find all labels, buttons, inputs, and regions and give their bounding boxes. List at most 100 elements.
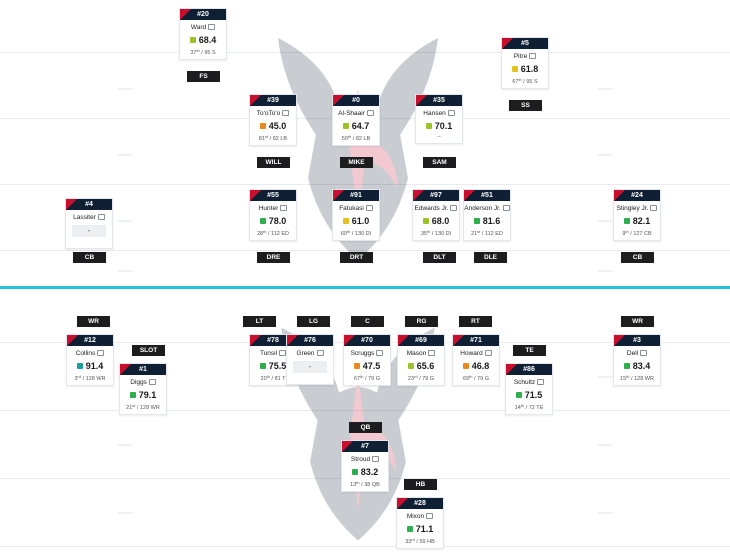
player-notes-icon[interactable] [366, 110, 374, 117]
rank-suffix: rd [77, 374, 82, 379]
player-name[interactable]: To'oTo'o [256, 110, 281, 117]
player-card[interactable]: #4 Lassiter - [65, 198, 113, 249]
player-name[interactable]: Stroud [350, 456, 371, 463]
player-notes-icon[interactable] [650, 205, 658, 212]
team-flag-icon [464, 190, 475, 201]
yard-line [0, 184, 730, 185]
player-notes-icon[interactable] [428, 350, 436, 357]
player-notes-icon[interactable] [529, 53, 537, 60]
player-card[interactable]: #51 Anderson Jr. 81.6 21st / 112 ED [463, 189, 511, 241]
player-card[interactable]: #1 Diggs 79.1 21st / 128 WR [119, 363, 167, 415]
player-name[interactable]: Ward [190, 24, 207, 31]
rank-of: / 95 S [199, 50, 216, 56]
player-name[interactable]: Scruggs [350, 350, 375, 357]
player-notes-icon[interactable] [97, 350, 105, 357]
player-notes-icon[interactable] [450, 205, 458, 212]
player-name[interactable]: Fatukasi [339, 205, 364, 212]
player-card[interactable]: #86 Schultz 71.5 14th / 72 TE [505, 363, 553, 415]
rank-suffix: st [477, 229, 481, 234]
player-card[interactable]: #71 Howard 46.8 69th / 79 G [452, 334, 500, 386]
player-notes-icon[interactable] [316, 350, 324, 357]
player-name[interactable]: Lassiter [73, 214, 96, 221]
player-notes-icon[interactable] [282, 110, 290, 117]
rank-of: / 38 QB [359, 482, 380, 488]
player-card[interactable]: #7 Stroud 83.2 13th / 38 QB [341, 440, 389, 492]
player-card[interactable]: #0 Al-Shaair 64.7 50th / 82 LB [332, 94, 380, 146]
player-notes-icon[interactable] [148, 379, 156, 386]
player-name[interactable]: Edwards Jr. [414, 205, 449, 212]
team-flag-icon [453, 335, 464, 346]
player-notes-icon[interactable] [376, 350, 384, 357]
jersey-number-text: #35 [433, 97, 445, 104]
player-name[interactable]: Howard [460, 350, 483, 357]
position-label: DRT [340, 252, 373, 263]
player-card[interactable]: #55 Hunter 78.0 28th / 112 ED [249, 189, 297, 241]
player-name-row: Scruggs [344, 349, 390, 358]
player-name[interactable]: Dell [626, 350, 639, 357]
grade-empty: - [293, 361, 327, 373]
player-name[interactable]: Schultz [513, 379, 536, 386]
player-card[interactable]: #20 Ward 68.4 37th / 95 S [179, 8, 227, 60]
player-notes-icon[interactable] [208, 24, 216, 31]
player-name[interactable]: Collins [75, 350, 96, 357]
player-name[interactable]: Diggs [130, 379, 147, 386]
player-card[interactable]: #12 Collins 91.4 3rd / 128 WR [66, 334, 114, 386]
grade-tier-icon [259, 363, 266, 369]
yard-line [0, 52, 730, 53]
position-label: LG [297, 316, 330, 327]
jersey-number-text: #76 [304, 337, 316, 344]
player-notes-icon[interactable] [372, 456, 380, 463]
grade-tier-icon [422, 218, 429, 224]
player-card[interactable]: #39 To'oTo'o 45.0 81st / 82 LB [249, 94, 297, 146]
rank-of: / 128 WR [81, 376, 106, 382]
position-rank: 15th / 128 WR [614, 374, 660, 382]
player-card[interactable]: #69 Mason 65.6 23rd / 79 G [397, 334, 445, 386]
player-name[interactable]: Stingley Jr. [616, 205, 649, 212]
hash-mark [118, 512, 132, 514]
player-notes-icon[interactable] [97, 214, 105, 221]
position-rank: 9th / 127 CB [614, 229, 660, 237]
position-label: LT [243, 316, 276, 327]
player-name[interactable]: Al-Shaair [338, 110, 365, 117]
player-name-row: Diggs [120, 378, 166, 387]
player-notes-icon[interactable] [280, 205, 288, 212]
jersey-number: #20 [180, 9, 226, 20]
player-name[interactable]: Anderson Jr. [464, 205, 501, 212]
position-rank: 3rd / 128 WR [67, 374, 113, 382]
player-name[interactable]: Hunter [258, 205, 279, 212]
player-card[interactable]: #91 Fatukasi 61.0 60th / 130 DI [332, 189, 380, 241]
rank-suffix: th [346, 229, 351, 234]
player-card[interactable]: #5 Pitre 61.8 67th / 95 S [501, 37, 549, 89]
player-card[interactable]: #28 Mixon 71.1 33rd / 59 HB [396, 497, 444, 549]
jersey-number: #51 [464, 190, 510, 201]
player-card[interactable]: #97 Edwards Jr. 68.0 35th / 130 DI [412, 189, 460, 241]
player-notes-icon[interactable] [447, 110, 455, 117]
player-name[interactable]: Mixon [406, 513, 425, 520]
rank-of: / 59 HB [414, 539, 435, 545]
player-card[interactable]: #76 Green - [286, 334, 334, 385]
player-notes-icon[interactable] [279, 350, 287, 357]
player-notes-icon[interactable] [537, 379, 545, 386]
player-notes-icon[interactable] [640, 350, 648, 357]
player-name[interactable]: Hansen [423, 110, 446, 117]
player-card[interactable]: #70 Scruggs 47.5 67th / 79 G [343, 334, 391, 386]
rank-suffix: rd [411, 537, 415, 542]
team-flag-icon [250, 190, 261, 201]
player-grade: 68.0 [413, 215, 459, 227]
player-notes-icon[interactable] [502, 205, 510, 212]
player-card[interactable]: #3 Dell 83.4 15th / 128 WR [613, 334, 661, 386]
player-notes-icon[interactable] [365, 205, 373, 212]
player-notes-icon[interactable] [484, 350, 492, 357]
rank-number: 14 [514, 405, 521, 411]
player-card[interactable]: #35 Hansen 70.1 -- [415, 94, 463, 144]
player-notes-icon[interactable] [426, 513, 434, 520]
player-name[interactable]: Tunsil [259, 350, 278, 357]
player-card[interactable]: #24 Stingley Jr. 82.1 9th / 127 CB [613, 189, 661, 241]
grade-tier-icon [425, 123, 432, 129]
player-name[interactable]: Green [296, 350, 315, 357]
position-rank [66, 239, 112, 245]
player-name[interactable]: Pitre [513, 53, 528, 60]
jersey-number-text: #78 [267, 337, 279, 344]
player-name-row: Anderson Jr. [464, 204, 510, 213]
player-name[interactable]: Mason [406, 350, 427, 357]
